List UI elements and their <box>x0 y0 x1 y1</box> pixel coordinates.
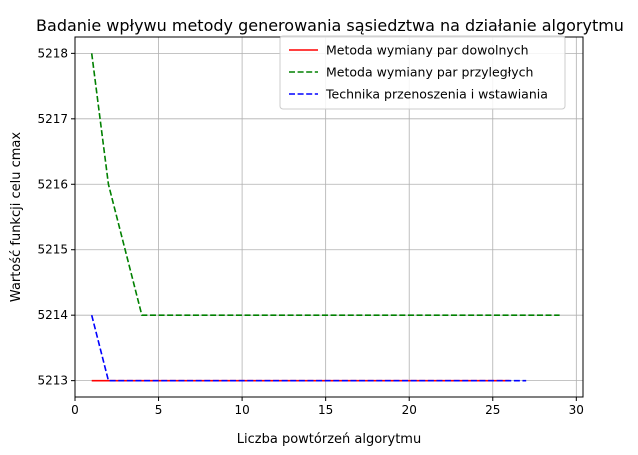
x-tick-label: 25 <box>485 403 500 417</box>
y-tick-label: 5216 <box>37 177 68 191</box>
plot-lines <box>90 53 560 382</box>
y-tick-label: 5215 <box>37 243 68 257</box>
y-tick-label: 5213 <box>37 374 68 388</box>
y-axis-label: Wartość funkcji celu cmax <box>9 132 24 302</box>
x-tick-label: 5 <box>155 403 163 417</box>
chart-title: Badanie wpływu metody generowania sąsied… <box>36 16 624 35</box>
legend-label-3: Technika przenoszenia i wstawiania <box>325 87 548 102</box>
series-line-3 <box>90 314 527 382</box>
y-tick-label: 5218 <box>37 46 68 60</box>
x-axis-label: Liczba powtórzeń algorytmu <box>237 432 421 447</box>
x-tick-label: 15 <box>318 403 333 417</box>
axis-ticks: 0 5 10 15 20 25 30 5213 5214 5215 5216 5217 5218 <box>37 46 584 417</box>
series-line-2 <box>90 53 560 316</box>
x-tick-label: 0 <box>71 403 79 417</box>
legend-box <box>279 35 566 110</box>
legend-label-2: Metoda wymiany par przyległych <box>326 65 533 80</box>
legend: Metoda wymiany par dowolnych Metoda wymia… <box>279 35 566 110</box>
x-tick-label: 10 <box>234 403 249 417</box>
legend-label-1: Metoda wymiany par dowolnych <box>326 43 529 58</box>
x-tick-label: 30 <box>569 403 584 417</box>
y-tick-label: 5214 <box>37 308 68 322</box>
x-tick-label: 20 <box>402 403 417 417</box>
y-tick-label: 5217 <box>37 112 68 126</box>
